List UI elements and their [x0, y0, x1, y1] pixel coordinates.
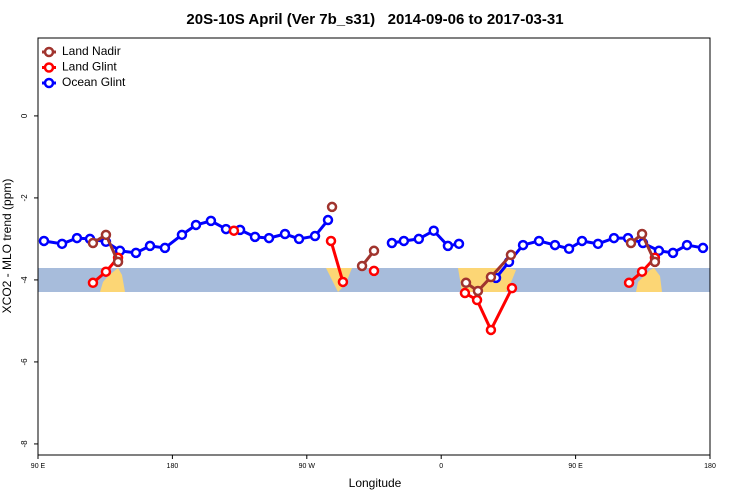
data-point: [636, 228, 648, 240]
data-point: [100, 266, 112, 277]
y-tick-label: -4: [20, 276, 29, 284]
x-tick-label: 90 E: [568, 463, 583, 470]
data-point: [263, 232, 275, 244]
data-point: [325, 235, 337, 247]
legend-marker: [43, 46, 55, 58]
data-point: [592, 238, 604, 250]
data-point: [386, 237, 398, 249]
legend-label: Land Glint: [62, 60, 117, 74]
y-tick-label: 0: [20, 113, 29, 118]
data-point: [159, 242, 171, 254]
data-point: [681, 239, 693, 251]
data-point: [249, 231, 261, 243]
data-point: [459, 287, 471, 299]
data-point: [293, 233, 305, 245]
data-point: [368, 245, 380, 257]
data-point: [38, 235, 50, 247]
data-point: [413, 233, 425, 245]
x-tick-label: 90 W: [299, 463, 316, 470]
legend-label: Land Nadir: [62, 44, 121, 58]
data-point: [576, 235, 588, 247]
data-point: [337, 276, 349, 288]
data-point: [505, 249, 517, 261]
legend-marker: [43, 77, 55, 89]
legend-label: Ocean Glint: [62, 75, 126, 89]
data-point: [625, 237, 637, 249]
data-point: [472, 285, 484, 297]
y-tick-label: -2: [20, 194, 29, 202]
chart-title: 20S-10S April (Ver 7b_s31) 2014-09-06 to…: [186, 11, 563, 28]
data-point: [190, 219, 202, 231]
data-point: [506, 282, 518, 294]
data-point: [309, 230, 321, 242]
data-point: [100, 229, 112, 241]
y-tick-label: -8: [20, 440, 29, 448]
data-point: [442, 240, 454, 252]
data-point: [485, 324, 497, 336]
legend-item: Ocean Glint: [42, 75, 126, 89]
data-point: [71, 232, 83, 244]
data-point: [563, 243, 575, 255]
plot-layer: [38, 201, 709, 336]
x-tick-label: 90 E: [31, 463, 46, 470]
land-area: [636, 268, 662, 292]
data-point: [649, 256, 661, 268]
data-point: [87, 277, 99, 289]
data-point: [697, 242, 709, 254]
data-point: [636, 266, 648, 277]
data-point: [533, 235, 545, 247]
data-point: [279, 228, 291, 240]
data-point: [453, 238, 465, 250]
data-point: [322, 214, 334, 226]
y-tick-label: -6: [20, 358, 29, 366]
x-tick-label: 0: [439, 463, 443, 470]
data-point: [623, 277, 635, 289]
data-point: [517, 239, 529, 251]
x-tick-label: 180: [167, 463, 179, 470]
data-point: [471, 294, 483, 306]
data-point: [56, 238, 68, 250]
land-area: [100, 268, 125, 292]
data-point: [228, 225, 240, 236]
data-point: [608, 232, 620, 244]
data-point: [326, 201, 338, 213]
data-point: [87, 237, 99, 249]
legend-marker: [43, 62, 55, 73]
data-point: [398, 235, 410, 247]
data-point: [460, 277, 472, 289]
x-tick-label: 180: [704, 463, 716, 470]
data-point: [667, 247, 679, 259]
data-point: [176, 229, 188, 241]
data-point: [112, 256, 124, 268]
data-point: [368, 265, 380, 277]
data-point: [428, 225, 439, 236]
data-point: [144, 240, 156, 252]
data-point: [205, 215, 217, 227]
x-axis-label: Longitude: [349, 476, 402, 490]
legend-item: Land Glint: [42, 60, 117, 74]
plot-frame: [37, 37, 711, 456]
data-point: [549, 239, 561, 251]
data-point: [130, 247, 142, 259]
legend-item: Land Nadir: [42, 44, 121, 58]
data-point: [485, 271, 497, 283]
data-point: [356, 260, 368, 272]
y-axis-label: XCO2 - MLO trend (ppm): [0, 179, 14, 314]
